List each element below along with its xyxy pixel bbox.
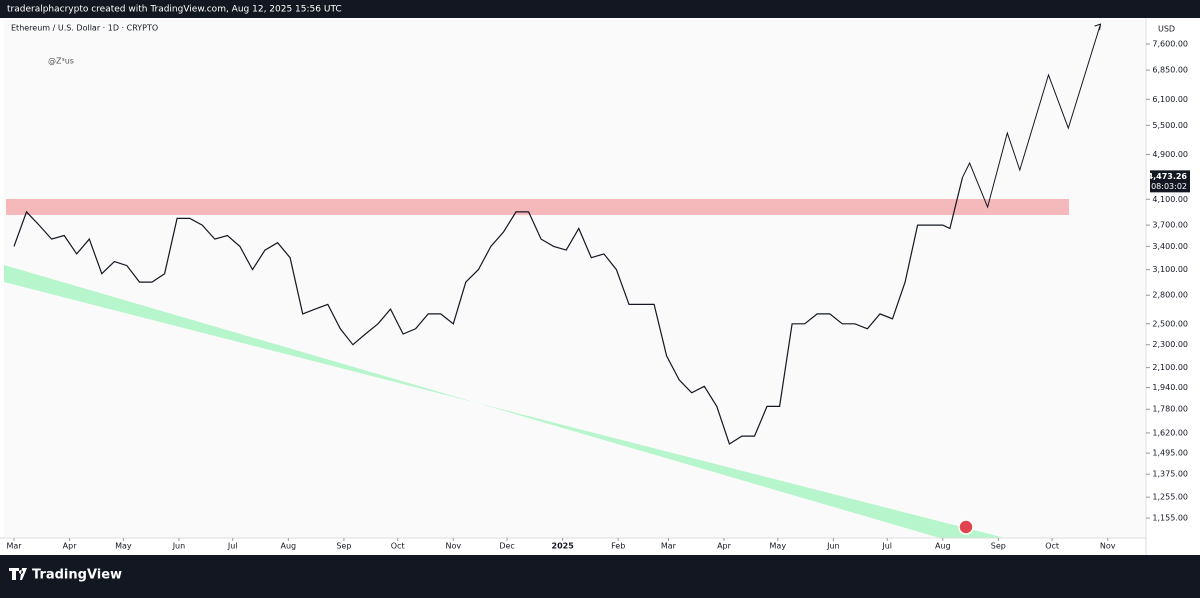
x-tick-label: Jun xyxy=(826,542,840,551)
brand: TradingView xyxy=(32,568,122,583)
y-tick-label: 1,155.00 xyxy=(1152,514,1188,523)
x-tick-label: Jul xyxy=(227,542,238,551)
x-tick-label: 2025 xyxy=(552,542,575,551)
y-tick-label: 2,100.00 xyxy=(1152,363,1188,372)
projection-arrow xyxy=(1094,23,1102,31)
x-tick-label: Feb xyxy=(611,542,625,551)
x-tick-label: Aug xyxy=(935,542,951,551)
y-tick-label: 3,100.00 xyxy=(1152,265,1188,274)
x-tick-label: Aug xyxy=(280,542,296,551)
y-axis-label: USD xyxy=(1158,25,1175,34)
watermark: @Z³us xyxy=(48,57,74,66)
x-tick-label: Sep xyxy=(991,542,1006,551)
y-tick-label: 6,850.00 xyxy=(1152,66,1188,75)
header-text: traderalphacrypto created with TradingVi… xyxy=(7,5,342,15)
y-tick-label: 3,700.00 xyxy=(1152,221,1188,230)
y-tick-label: 1,255.00 xyxy=(1152,493,1188,502)
x-tick-label: Mar xyxy=(6,542,22,551)
x-tick-label: Sep xyxy=(336,542,351,551)
y-tick-label: 1,620.00 xyxy=(1152,428,1188,437)
x-tick-label: Jun xyxy=(172,542,186,551)
y-tick-label: 4,900.00 xyxy=(1152,150,1188,159)
top-bar xyxy=(0,0,1200,18)
plot: 1,155.00 1,255.00 1,375.00 1,495.00 1,620.00… xyxy=(0,18,1188,555)
last-price-label: 4,473.26 xyxy=(1148,172,1188,181)
y-tick-label: 2,300.00 xyxy=(1152,340,1188,349)
projection-line xyxy=(962,23,1101,209)
y-tick-label: 1,940.00 xyxy=(1152,383,1188,392)
chart-title: Ethereum / U.S. Dollar · 1D · CRYPTO xyxy=(11,24,158,33)
y-tick-label: 4,100.00 xyxy=(1152,195,1188,204)
resistance-zone xyxy=(6,199,1069,215)
x-tick-label: Oct xyxy=(1045,542,1059,551)
x-tick-label: Mar xyxy=(661,542,677,551)
y-tick-label: 2,500.00 xyxy=(1152,319,1188,328)
footer-bar xyxy=(0,555,1200,594)
y-tick-label: 1,495.00 xyxy=(1152,449,1188,458)
x-tick-label: Nov xyxy=(1100,542,1116,551)
x-tick-label: Apr xyxy=(63,542,78,551)
x-tick-label: May xyxy=(115,542,132,551)
x-tick-label: Oct xyxy=(391,542,405,551)
plot-area xyxy=(4,20,1145,538)
y-tick-label: 1,780.00 xyxy=(1152,405,1188,414)
y-tick-label: 3,400.00 xyxy=(1152,242,1188,251)
logo xyxy=(9,568,27,580)
countdown: 08:03:02 xyxy=(1151,182,1187,191)
x-tick-label: Dec xyxy=(499,542,514,551)
y-tick-label: 1,375.00 xyxy=(1152,470,1188,479)
y-tick-label: 2,800.00 xyxy=(1152,291,1188,300)
x-tick-label: Apr xyxy=(717,542,732,551)
y-tick-label: 6,100.00 xyxy=(1152,95,1188,104)
x-tick-label: Nov xyxy=(445,542,461,551)
price-line xyxy=(13,177,964,445)
event-icon xyxy=(958,519,974,535)
last-price-box xyxy=(1150,170,1190,193)
x-tick-label: May xyxy=(770,542,787,551)
y-tick-label: 7,600.00 xyxy=(1152,39,1188,48)
y-tick-label: 5,500.00 xyxy=(1152,121,1188,130)
x-tick-label: Jul xyxy=(881,542,892,551)
